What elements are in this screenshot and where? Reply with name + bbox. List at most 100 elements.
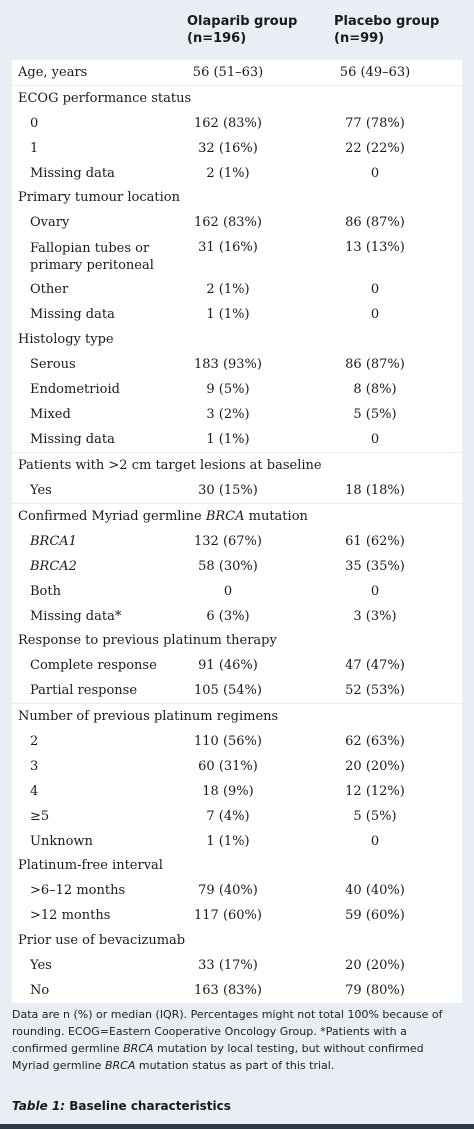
row-label: >12 months xyxy=(30,908,111,923)
placebo-value: 52 (53%) xyxy=(345,683,405,698)
placebo-value: 0 xyxy=(370,834,380,849)
table-row: Other 2 (1%) 0 xyxy=(12,277,462,302)
olaparib-value: 117 (60%) xyxy=(194,908,262,923)
placebo-value: 0 xyxy=(370,432,380,447)
table-row: >12 months 117 (60%) 59 (60%) xyxy=(12,903,462,928)
section-ecog: ECOG performance status 0 162 (83%) 77 (… xyxy=(12,86,462,186)
section-heading: Histology type xyxy=(18,332,114,347)
table-row: Both 0 0 xyxy=(12,579,462,604)
placebo-value: 47 (47%) xyxy=(345,658,405,673)
row-label: Serous xyxy=(30,357,76,372)
row-label: Yes xyxy=(30,483,52,498)
placebo-value: 62 (63%) xyxy=(345,734,405,749)
section-heading: Number of previous platinum regimens xyxy=(18,709,279,724)
olaparib-value: 105 (54%) xyxy=(194,683,262,698)
placebo-value: 20 (20%) xyxy=(345,759,405,774)
placebo-value: 59 (60%) xyxy=(345,908,405,923)
row-label: No xyxy=(30,983,50,998)
placebo-value: 35 (35%) xyxy=(345,559,405,574)
olaparib-value: 3 (2%) xyxy=(206,407,250,422)
row-label: 4 xyxy=(30,784,39,799)
placebo-value: 86 (87%) xyxy=(345,215,405,230)
caption-title: Baseline characteristics xyxy=(65,1099,231,1113)
section-heading: ECOG performance status xyxy=(18,91,192,106)
footnote-text: Data are n (%) or median (IQR). Percenta… xyxy=(12,1008,443,1055)
table-row: 2 110 (56%) 62 (63%) xyxy=(12,729,462,754)
row-label: Age, years xyxy=(18,65,88,80)
table-row: Missing data 1 (1%) 0 xyxy=(12,427,462,452)
olaparib-value: 1 (1%) xyxy=(206,834,250,849)
olaparib-value: 79 (40%) xyxy=(198,883,258,898)
section-heading-row: Platinum-free interval xyxy=(12,853,462,878)
table-row: BRCA1 132 (67%) 61 (62%) xyxy=(12,529,462,554)
section-heading-row: Prior use of bevacizumab xyxy=(12,928,462,953)
olaparib-value: 33 (17%) xyxy=(198,958,258,973)
olaparib-value: 91 (46%) xyxy=(198,658,258,673)
caption-number: Table 1: xyxy=(12,1099,66,1113)
table-row: Partial response 105 (54%) 52 (53%) xyxy=(12,678,462,703)
row-label: Complete response xyxy=(30,658,157,673)
table-row: Yes 30 (15%) 18 (18%) xyxy=(12,478,462,503)
table-row: Yes 33 (17%) 20 (20%) xyxy=(12,953,462,978)
table-row: 3 60 (31%) 20 (20%) xyxy=(12,754,462,779)
row-label: BRCA1 xyxy=(30,534,77,549)
olaparib-value: 163 (83%) xyxy=(194,983,262,998)
olaparib-value: 1 (1%) xyxy=(206,307,250,322)
table-row: Mixed 3 (2%) 5 (5%) xyxy=(12,402,462,427)
row-label: Fallopian tubes or primary peritoneal xyxy=(30,241,154,273)
section-heading: Primary tumour location xyxy=(18,190,180,205)
placebo-value: 12 (12%) xyxy=(345,784,405,799)
section-heading-row: Response to previous platinum therapy xyxy=(12,628,462,653)
table-row: >6–12 months 79 (40%) 40 (40%) xyxy=(12,878,462,903)
table-row: 1 32 (16%) 22 (22%) xyxy=(12,136,462,161)
placebo-group-header: Placebo group (n=99) xyxy=(334,14,440,46)
olaparib-value: 6 (3%) xyxy=(206,609,250,624)
olaparib-value: 162 (83%) xyxy=(194,116,262,131)
section-platinum-response: Response to previous platinum therapy Co… xyxy=(12,628,462,703)
section-heading: Prior use of bevacizumab xyxy=(18,933,186,948)
row-label: 3 xyxy=(30,759,39,774)
row-label: Missing data xyxy=(30,307,115,322)
table-row: Age, years 56 (51–63) 56 (49–63) xyxy=(12,60,462,85)
olaparib-value: 2 (1%) xyxy=(206,166,250,181)
olaparib-value: 7 (4%) xyxy=(206,809,250,824)
table-header: Olaparib group (n=196) Placebo group (n=… xyxy=(0,0,474,60)
section-histology: Histology type Serous 183 (93%) 86 (87%)… xyxy=(12,327,462,452)
table-row: No 163 (83%) 79 (80%) xyxy=(12,978,462,1003)
table-row: Fallopian tubes or primary peritoneal 31… xyxy=(12,235,462,277)
row-label: Unknown xyxy=(30,834,93,849)
section-platinum-free-interval: Platinum-free interval >6–12 months 79 (… xyxy=(12,853,462,928)
olaparib-value: 58 (30%) xyxy=(198,559,258,574)
olaparib-value: 1 (1%) xyxy=(206,432,250,447)
olaparib-value: 32 (16%) xyxy=(198,141,258,156)
row-label: 0 xyxy=(30,116,39,131)
footnote-text-2: mutation by local testing, but without c… xyxy=(12,1042,424,1072)
section-heading: Response to previous platinum therapy xyxy=(18,633,277,648)
olaparib-value: 132 (67%) xyxy=(194,534,262,549)
placebo-value: 18 (18%) xyxy=(345,483,405,498)
olaparib-value: 183 (93%) xyxy=(194,357,262,372)
olaparib-value: 30 (15%) xyxy=(198,483,258,498)
olaparib-value: 110 (56%) xyxy=(194,734,262,749)
section-heading-row: Number of previous platinum regimens xyxy=(12,704,462,729)
table-row: Serous 183 (93%) 86 (87%) xyxy=(12,352,462,377)
placebo-value: 13 (13%) xyxy=(345,240,405,255)
table-row: Ovary 162 (83%) 86 (87%) xyxy=(12,210,462,235)
placebo-value: 61 (62%) xyxy=(345,534,405,549)
table-footnote: Data are n (%) or median (IQR). Percenta… xyxy=(12,1006,462,1074)
bottom-rule xyxy=(0,1124,474,1129)
section-age: Age, years 56 (51–63) 56 (49–63) xyxy=(12,60,462,85)
placebo-value: 86 (87%) xyxy=(345,357,405,372)
table-row: Missing data 2 (1%) 0 xyxy=(12,161,462,186)
row-label: Endometrioid xyxy=(30,382,120,397)
row-label: Other xyxy=(30,282,69,297)
placebo-value: 40 (40%) xyxy=(345,883,405,898)
placebo-value: 20 (20%) xyxy=(345,958,405,973)
olaparib-value: 60 (31%) xyxy=(198,759,258,774)
placebo-value: 79 (80%) xyxy=(345,983,405,998)
table-row: Endometrioid 9 (5%) 8 (8%) xyxy=(12,377,462,402)
olaparib-value: 162 (83%) xyxy=(194,215,262,230)
row-label: ≥5 xyxy=(30,809,50,824)
row-label: Yes xyxy=(30,958,52,973)
